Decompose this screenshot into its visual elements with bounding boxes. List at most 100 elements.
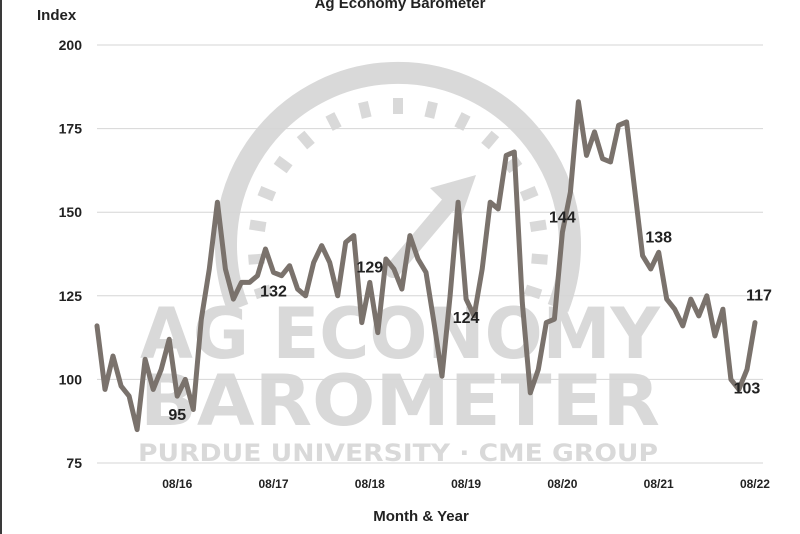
- data-point: [303, 293, 308, 298]
- data-point: [135, 427, 140, 432]
- data-point: [207, 267, 212, 272]
- data-point: [263, 246, 268, 251]
- data-point: [568, 190, 573, 195]
- watermark-gauge-tick: [481, 130, 500, 150]
- watermark-gauge-tick: [393, 98, 403, 114]
- data-point: [472, 313, 477, 318]
- data-point: [423, 270, 428, 275]
- data-point: [399, 287, 404, 292]
- y-tick-label: 75: [66, 455, 82, 471]
- data-label: 129: [356, 259, 383, 276]
- data-point: [752, 320, 757, 325]
- data-point: [383, 257, 388, 262]
- data-point: [640, 253, 645, 258]
- data-point: [608, 160, 613, 165]
- data-point: [560, 230, 565, 235]
- data-point: [199, 317, 204, 322]
- data-label: 103: [734, 380, 761, 397]
- data-point: [327, 260, 332, 265]
- data-point: [504, 153, 509, 158]
- data-point: [616, 123, 621, 128]
- data-point: [391, 267, 396, 272]
- data-point: [672, 307, 677, 312]
- y-tick-label: 150: [59, 204, 83, 220]
- y-tick-label: 200: [59, 37, 83, 53]
- data-point: [231, 297, 236, 302]
- data-point: [191, 407, 196, 412]
- data-label: 117: [746, 288, 772, 305]
- data-label: 124: [453, 310, 480, 327]
- y-axis-title: Index: [37, 7, 77, 24]
- series-layer: [94, 99, 758, 433]
- data-point: [704, 293, 709, 298]
- y-tick-label: 175: [59, 121, 83, 137]
- data-point: [680, 323, 685, 328]
- data-point: [656, 250, 661, 255]
- data-point: [367, 280, 372, 285]
- data-point: [415, 257, 420, 262]
- data-point: [111, 353, 116, 358]
- data-point: [496, 206, 501, 211]
- y-tick-label: 125: [59, 288, 83, 304]
- data-point: [488, 200, 493, 205]
- watermark-gauge-tick: [325, 112, 342, 131]
- data-point: [632, 186, 637, 191]
- data-label: 144: [549, 209, 576, 226]
- x-tick-label: 08/18: [355, 477, 385, 491]
- data-point: [279, 273, 284, 278]
- data-label: 138: [645, 229, 672, 246]
- data-point: [696, 313, 701, 318]
- x-tick-label: 08/20: [547, 477, 577, 491]
- data-point: [648, 267, 653, 272]
- watermark-gauge-tick: [296, 130, 315, 150]
- data-point: [520, 300, 525, 305]
- data-point: [127, 394, 132, 399]
- data-point: [103, 387, 108, 392]
- y-tick-label: 100: [59, 371, 83, 387]
- data-point: [255, 273, 260, 278]
- data-point: [159, 367, 164, 372]
- watermark-gauge-arrowhead: [430, 175, 476, 218]
- data-point: [223, 267, 228, 272]
- data-point: [592, 129, 597, 134]
- data-point: [287, 263, 292, 268]
- data-point: [720, 307, 725, 312]
- watermark-gauge-tick: [249, 219, 267, 232]
- data-point: [480, 267, 485, 272]
- watermark-line-3: PURDUE UNIVERSITY · CME GROUP: [138, 439, 658, 467]
- chart-title: Ag Economy Barometer: [315, 0, 486, 12]
- data-point: [351, 233, 356, 238]
- data-point: [512, 150, 517, 155]
- data-point: [119, 384, 124, 389]
- data-point: [247, 280, 252, 285]
- data-point: [271, 270, 276, 275]
- data-point: [536, 367, 541, 372]
- data-point: [239, 280, 244, 285]
- watermark-gauge-tick: [531, 253, 548, 265]
- data-point: [183, 377, 188, 382]
- data-point: [600, 156, 605, 161]
- data-point: [544, 320, 549, 325]
- data-point: [95, 323, 99, 328]
- x-axis-title: Month & Year: [373, 508, 469, 525]
- data-point: [359, 320, 364, 325]
- watermark-gauge-tick: [273, 155, 293, 174]
- data-point: [664, 297, 669, 302]
- watermark-gauge-tick: [257, 185, 277, 202]
- x-tick-label: 08/19: [451, 477, 481, 491]
- data-point: [407, 233, 412, 238]
- data-point: [335, 293, 340, 298]
- data-point: [175, 394, 180, 399]
- x-tick-label: 08/16: [162, 477, 192, 491]
- x-tick-label: 08/22: [740, 477, 770, 491]
- data-point: [448, 293, 453, 298]
- data-point: [728, 377, 733, 382]
- data-point: [688, 297, 693, 302]
- watermark-gauge-needle: [385, 185, 466, 278]
- data-point: [584, 153, 589, 158]
- watermark-line-1: AG ECONOMY: [140, 293, 661, 375]
- data-label: 95: [168, 407, 186, 424]
- data-point: [576, 99, 581, 104]
- data-point: [528, 390, 533, 395]
